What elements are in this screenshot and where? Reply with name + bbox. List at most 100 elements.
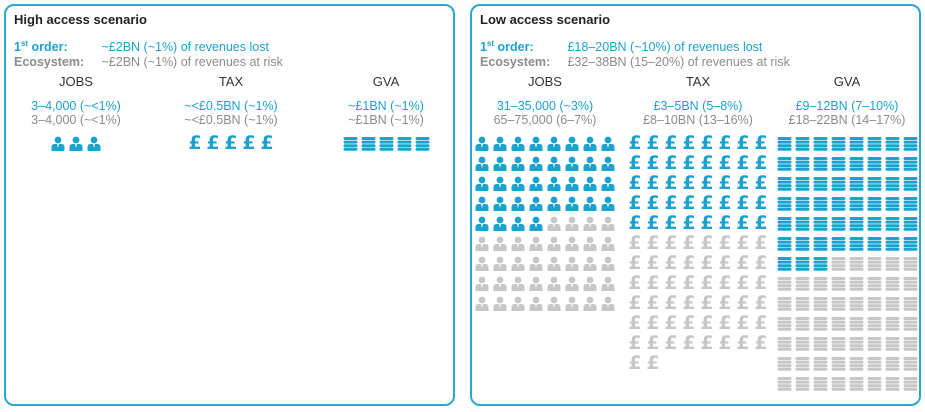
pound-icon: £	[700, 252, 714, 274]
person-icon	[583, 275, 598, 292]
coins-icon	[867, 195, 882, 212]
coins-icon	[777, 355, 792, 372]
pound-icon: £	[260, 132, 274, 154]
coins-icon	[831, 255, 846, 272]
person-icon	[529, 155, 544, 172]
coins-icon	[777, 255, 792, 272]
pound-icon: £	[718, 152, 732, 174]
pound-icon: £	[754, 332, 768, 354]
coins-icon	[361, 135, 376, 152]
coins-icon	[777, 235, 792, 252]
person-icon	[565, 215, 580, 232]
coins-icon	[795, 355, 810, 372]
person-icon	[493, 215, 508, 232]
pound-icon: £	[682, 172, 696, 194]
person-icon	[601, 175, 616, 192]
coins-icon	[849, 215, 864, 232]
coins-icon	[903, 135, 918, 152]
person-icon	[583, 255, 598, 272]
person-icon	[511, 195, 526, 212]
first-order-label: 1st order:	[480, 39, 534, 55]
coins-icon	[903, 195, 918, 212]
person-icon	[493, 195, 508, 212]
ecosystem-row: Ecosystem: ~£2BN (~1%) of revenues at ri…	[14, 55, 283, 70]
person-icon	[565, 175, 580, 192]
coins-icon	[813, 215, 828, 232]
person-icon	[511, 235, 526, 252]
pound-icon: £	[646, 232, 660, 254]
coins-icon	[903, 275, 918, 292]
coins-icon	[885, 255, 900, 272]
person-icon	[511, 215, 526, 232]
coins-icon	[777, 375, 792, 392]
pound-icon: £	[736, 172, 750, 194]
pound-icon: £	[736, 232, 750, 254]
coins-icon	[849, 255, 864, 272]
person-icon	[601, 135, 616, 152]
tax-icon-grid: £ £ £ £ £	[166, 132, 296, 154]
pound-icon: £	[682, 252, 696, 274]
pound-icon: £	[700, 272, 714, 294]
coins-icon	[831, 295, 846, 312]
ecosystem-figure: ~<£0.5BN (~1%)	[184, 113, 278, 127]
coins-icon	[885, 375, 900, 392]
coins-icon	[903, 155, 918, 172]
coins-icon	[795, 195, 810, 212]
person-icon	[511, 175, 526, 192]
coins-icon	[849, 375, 864, 392]
ecosystem-figure: 3–4,000 (~<1%)	[31, 113, 121, 127]
column-heading: TAX	[218, 74, 244, 89]
pound-icon: £	[664, 212, 678, 234]
coins-icon	[903, 235, 918, 252]
ecosystem-label: Ecosystem:	[14, 55, 85, 70]
person-icon	[475, 155, 490, 172]
coins-icon	[903, 175, 918, 192]
coins-icon	[867, 275, 882, 292]
jobs-icon-grid	[472, 135, 618, 312]
pound-icon: £	[628, 312, 642, 334]
pound-icon: £	[664, 172, 678, 194]
pound-icon: £	[736, 132, 750, 154]
pound-icon: £	[754, 272, 768, 294]
person-icon	[601, 275, 616, 292]
pound-icon: £	[664, 272, 678, 294]
coins-icon	[885, 235, 900, 252]
pound-icon: £	[628, 132, 642, 154]
person-icon	[475, 215, 490, 232]
pound-icon: £	[224, 132, 238, 154]
coins-icon	[849, 355, 864, 372]
person-icon	[511, 155, 526, 172]
coins-icon	[379, 135, 394, 152]
coins-icon	[777, 215, 792, 232]
coins-icon	[885, 315, 900, 332]
person-icon	[475, 195, 490, 212]
person-icon	[493, 155, 508, 172]
first-order-figure: 3–4,000 (~<1%)	[31, 99, 121, 113]
person-icon	[547, 235, 562, 252]
person-icon	[547, 175, 562, 192]
coins-icon	[795, 235, 810, 252]
coins-icon	[885, 275, 900, 292]
coins-icon	[903, 215, 918, 232]
person-icon	[565, 235, 580, 252]
person-icon	[601, 195, 616, 212]
coins-icon	[903, 295, 918, 312]
person-icon	[51, 135, 66, 152]
person-icon	[529, 215, 544, 232]
pound-icon: £	[700, 232, 714, 254]
pound-icon: £	[682, 212, 696, 234]
person-icon	[529, 135, 544, 152]
coins-icon	[813, 275, 828, 292]
pound-icon: £	[700, 312, 714, 334]
person-icon	[547, 155, 562, 172]
coins-icon	[885, 135, 900, 152]
person-icon	[583, 295, 598, 312]
coins-icon	[795, 315, 810, 332]
first-order-row: 1st order: £18–20BN (~10%) of revenues l…	[480, 36, 790, 55]
person-icon	[583, 215, 598, 232]
high-access-panel: High access scenario 1st order: ~£2BN (~…	[4, 4, 455, 406]
pound-icon: £	[628, 352, 642, 374]
person-icon	[601, 295, 616, 312]
coins-icon	[795, 375, 810, 392]
coins-icon	[343, 135, 358, 152]
